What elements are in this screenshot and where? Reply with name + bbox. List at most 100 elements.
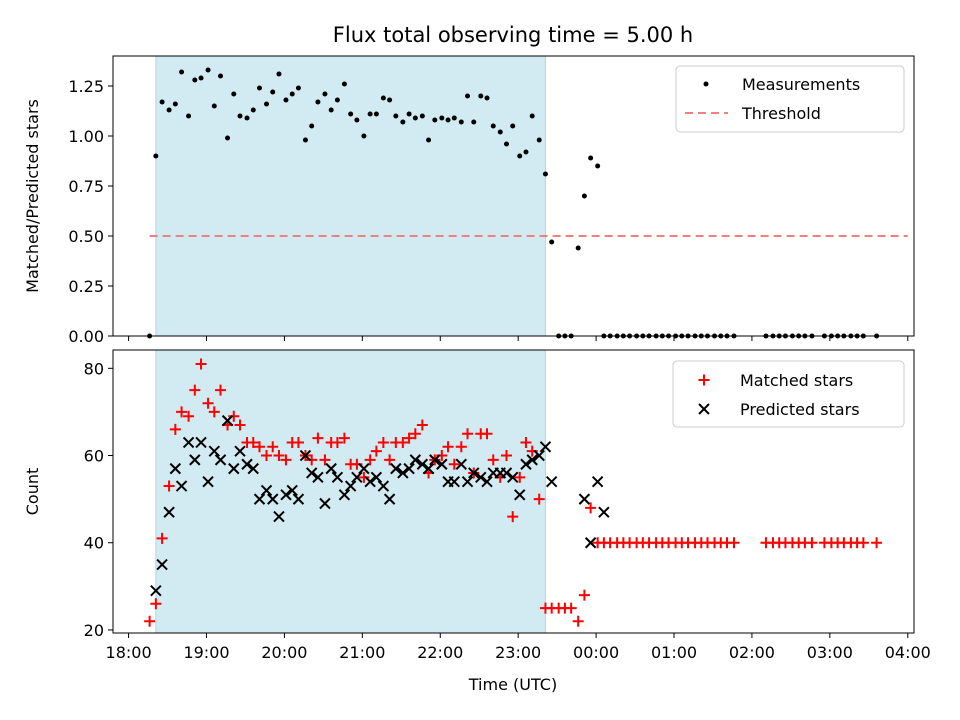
matched-star-point — [409, 428, 421, 440]
predicted-star-point — [481, 475, 493, 488]
predicted-star-point — [247, 462, 259, 475]
matched-star-point — [806, 537, 818, 549]
predicted-star-point — [214, 454, 227, 466]
predicted-star-point — [409, 454, 422, 466]
predicted-star-point — [163, 506, 175, 518]
predicted-star-point — [208, 445, 221, 457]
predicted-star-point — [189, 454, 201, 466]
matched-star-point — [364, 454, 376, 466]
bottom-y-tick-label: 60 — [84, 447, 104, 466]
measurement-point — [263, 101, 269, 107]
x-axis-label: Time (UTC) — [468, 675, 557, 694]
x-tick-label: 22:00 — [417, 643, 463, 662]
predicted-star-point — [448, 475, 460, 488]
x-tick-label: 21:00 — [339, 643, 385, 662]
measurement-point — [341, 81, 347, 87]
top-y-axis-label: Matched/Predicted stars — [23, 99, 42, 293]
measurement-point — [166, 107, 172, 113]
predicted-star-point — [175, 480, 188, 492]
bottom-y-axis-label: Count — [23, 468, 42, 516]
measurement-point — [283, 97, 289, 103]
predicted-star-point — [383, 493, 396, 505]
measurement-point — [354, 117, 360, 123]
predicted-star-point — [461, 475, 474, 488]
predicted-star-point — [169, 462, 182, 475]
matched-star-point — [572, 615, 584, 627]
legend-threshold-label: Threshold — [741, 104, 821, 123]
predicted-star-point — [273, 510, 285, 523]
measurement-point — [250, 107, 256, 113]
measurement-point — [510, 123, 516, 129]
legend-measurements-label: Measurements — [742, 75, 860, 94]
matched-star-point — [565, 602, 577, 614]
matched-star-point — [338, 432, 350, 444]
matched-star-point — [533, 493, 545, 505]
measurement-point — [244, 115, 250, 121]
matched-star-point — [358, 471, 370, 483]
x-tick-label: 00:00 — [573, 643, 619, 662]
predicted-star-point — [500, 467, 513, 479]
top-y-tick-label: 0.25 — [68, 277, 104, 296]
measurement-point — [387, 97, 393, 103]
predicted-star-point — [325, 462, 337, 475]
predicted-star-point — [468, 467, 480, 479]
measurement-point — [289, 91, 295, 97]
matched-star-point — [416, 419, 428, 431]
bottom-axes-frame — [112, 349, 915, 634]
measurement-point — [309, 123, 315, 129]
matched-star-point — [442, 441, 454, 453]
measurement-point — [211, 103, 217, 109]
measurement-point — [334, 97, 340, 103]
measurement-point — [276, 71, 282, 77]
matched-star-point — [150, 598, 162, 610]
top-observing-span — [155, 55, 546, 337]
matched-star-point — [280, 454, 292, 466]
predicted-star-point — [455, 458, 468, 470]
legend-matched-marker — [698, 374, 710, 386]
matched-star-point — [183, 410, 195, 422]
predicted-star-point — [584, 537, 597, 549]
matched-star-point — [202, 397, 214, 409]
matched-star-point — [857, 537, 869, 549]
measurement-point — [497, 129, 503, 135]
predicted-star-point — [436, 458, 448, 470]
top-y-tick-label: 1.25 — [68, 77, 104, 96]
legend-matched-label: Matched stars — [740, 371, 853, 390]
predicted-star-point — [344, 480, 357, 492]
matched-star-point — [215, 384, 227, 396]
measurement-point — [517, 153, 523, 159]
matched-star-point — [169, 423, 181, 435]
x-tick-label: 02:00 — [729, 643, 775, 662]
matched-star-point — [195, 358, 207, 370]
matched-star-point — [247, 436, 259, 448]
predicted-star-point — [533, 449, 545, 462]
predicted-star-point — [370, 471, 383, 484]
matched-star-point — [585, 502, 597, 514]
measurement-point — [205, 67, 211, 73]
measurement-point — [295, 85, 301, 91]
bottom-y-tick-label: 40 — [84, 534, 104, 553]
measurement-point — [231, 91, 237, 97]
predicted-star-point — [195, 436, 207, 449]
measurement-point — [159, 99, 165, 105]
measurement-point — [302, 137, 308, 143]
predicted-star-point — [305, 467, 318, 479]
matched-star-point — [208, 406, 220, 418]
matched-star-point — [189, 384, 201, 396]
predicted-star-point — [202, 475, 214, 488]
matched-star-point — [156, 532, 168, 544]
measurement-point — [419, 113, 425, 119]
measurement-point — [400, 119, 406, 125]
matched-star-point — [384, 454, 396, 466]
matched-star-point — [403, 432, 415, 444]
x-tick-label: 19:00 — [183, 643, 229, 662]
matched-star-point — [319, 454, 331, 466]
predicted-star-point — [422, 462, 435, 475]
x-tick-label: 18:00 — [106, 643, 152, 662]
x-tick-label: 03:00 — [807, 643, 853, 662]
predicted-star-point — [520, 458, 532, 470]
measurement-point — [490, 123, 496, 129]
matched-star-point — [514, 471, 526, 483]
matched-star-point — [370, 445, 382, 457]
